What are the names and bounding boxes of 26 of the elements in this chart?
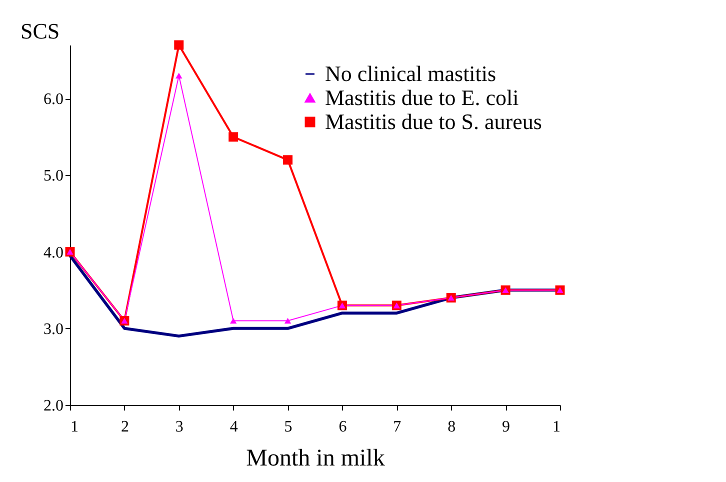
x-tick-label: 5 bbox=[284, 418, 292, 436]
point bbox=[284, 318, 292, 324]
x-axis-title: Month in milk bbox=[246, 446, 385, 472]
x-tick-label: 1 bbox=[70, 418, 78, 436]
x-tick-label: 8 bbox=[448, 418, 456, 436]
y-tick-label: 5.0 bbox=[44, 168, 64, 185]
point bbox=[176, 72, 182, 79]
y-tick-label: 3.0 bbox=[44, 320, 64, 338]
x-tick-label: 7 bbox=[393, 418, 402, 436]
legend-label: No clinical mastitis bbox=[325, 61, 496, 86]
x-tick-label: 1 bbox=[552, 418, 560, 436]
y-axis-title: SCS bbox=[20, 18, 60, 44]
legend-label: Mastitis due to S. aureus bbox=[325, 109, 542, 134]
y-tick-label: 2.0 bbox=[44, 398, 64, 414]
legend-label: Mastitis due to E. coli bbox=[325, 85, 519, 110]
x-tick-label: 6 bbox=[338, 418, 347, 436]
x-tick-label: 4 bbox=[230, 418, 238, 436]
point bbox=[228, 132, 238, 142]
point bbox=[230, 318, 237, 324]
x-tick-label: 3 bbox=[175, 418, 184, 436]
y-tick-label: 6.0 bbox=[44, 91, 64, 108]
x-tick-label: 2 bbox=[120, 418, 129, 436]
x-tick-label: 9 bbox=[502, 418, 510, 436]
point bbox=[283, 155, 293, 165]
y-tick-label: 4.0 bbox=[44, 244, 64, 262]
point bbox=[174, 40, 184, 50]
